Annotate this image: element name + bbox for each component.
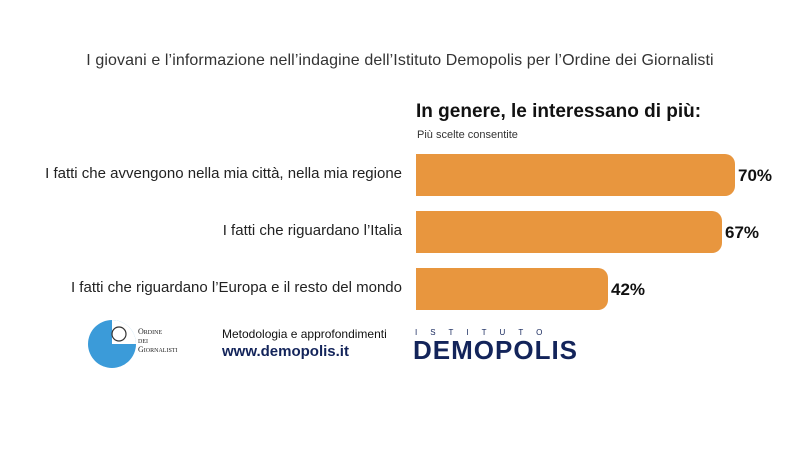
odg-logo-icon [88,320,136,368]
bar [416,268,608,310]
chart-question: In genere, le interessano di più: [416,101,702,122]
category-label: I fatti che avvengono nella mia città, n… [45,165,402,182]
odg-logo-text: Ordine dei Giornalisti [138,327,178,354]
value-label: 70% [738,166,773,185]
bar [416,211,722,253]
category-label: I fatti che riguardano l’Europa e il res… [70,279,402,296]
value-label: 67% [725,223,760,242]
category-label: I fatti che riguardano l’Italia [222,222,402,239]
chart-note: Più scelte consentite [417,129,518,141]
bar [416,154,735,196]
page-title: I giovani e l’informazione nell’indagine… [86,52,714,69]
demopolis-logo-subtitle: ISTITUTO [415,328,556,337]
value-label: 42% [611,280,646,299]
demopolis-link[interactable]: www.demopolis.it [222,343,349,360]
demopolis-logo: DEMOPOLIS [413,335,579,365]
methodology-label: Metodologia e approfondimenti [222,327,387,341]
